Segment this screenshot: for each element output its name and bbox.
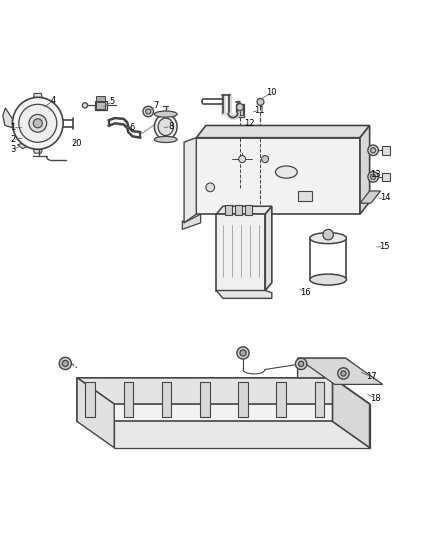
Ellipse shape [158, 118, 173, 135]
Polygon shape [18, 142, 28, 149]
Bar [238, 382, 248, 417]
Polygon shape [297, 358, 350, 378]
Text: 17: 17 [366, 372, 376, 381]
Bar [225, 205, 232, 215]
Polygon shape [360, 125, 370, 214]
Circle shape [237, 347, 249, 359]
Polygon shape [332, 378, 370, 448]
Text: 20: 20 [72, 139, 82, 148]
Text: 11: 11 [254, 106, 265, 115]
Polygon shape [77, 378, 370, 404]
Ellipse shape [154, 114, 177, 140]
Circle shape [368, 145, 378, 156]
Polygon shape [184, 138, 196, 223]
Circle shape [323, 229, 333, 240]
Circle shape [257, 99, 264, 106]
Polygon shape [3, 108, 12, 128]
Circle shape [206, 183, 215, 192]
Bar [96, 96, 105, 101]
Text: 5: 5 [110, 97, 115, 106]
Circle shape [298, 361, 304, 367]
Bar [314, 382, 324, 417]
Ellipse shape [29, 115, 47, 132]
Bar [298, 191, 312, 201]
Text: 3: 3 [10, 145, 16, 154]
Circle shape [82, 103, 88, 108]
Bar [235, 205, 242, 215]
Circle shape [33, 119, 42, 128]
Polygon shape [33, 149, 42, 153]
Circle shape [368, 172, 378, 182]
Text: 15: 15 [379, 243, 389, 252]
Polygon shape [297, 358, 383, 384]
Text: 16: 16 [300, 288, 311, 297]
Polygon shape [196, 125, 370, 138]
Text: 10: 10 [266, 88, 277, 97]
Polygon shape [33, 93, 42, 98]
Circle shape [146, 109, 151, 114]
Text: 8: 8 [168, 122, 173, 131]
Bar [200, 382, 210, 417]
Text: 2: 2 [11, 135, 15, 144]
Text: 18: 18 [370, 394, 381, 403]
Text: 7: 7 [153, 101, 159, 110]
Polygon shape [32, 105, 43, 115]
Text: 1: 1 [11, 123, 15, 132]
Polygon shape [216, 206, 272, 214]
Polygon shape [114, 404, 370, 448]
Circle shape [239, 156, 246, 163]
Circle shape [237, 103, 244, 111]
Circle shape [240, 350, 246, 356]
Polygon shape [216, 214, 265, 290]
Text: 6: 6 [129, 123, 134, 132]
Bar [236, 103, 244, 117]
Circle shape [295, 358, 307, 369]
Circle shape [371, 174, 376, 180]
Ellipse shape [154, 136, 177, 142]
Bar [237, 105, 243, 116]
Circle shape [261, 156, 268, 163]
Text: 13: 13 [370, 171, 381, 179]
Text: 12: 12 [244, 119, 255, 128]
Bar [382, 173, 390, 181]
Circle shape [371, 148, 376, 153]
Bar [124, 382, 133, 417]
Bar [276, 382, 286, 417]
Ellipse shape [154, 111, 177, 117]
Bar [162, 382, 171, 417]
Circle shape [59, 357, 71, 369]
Bar [95, 101, 107, 110]
Bar [382, 146, 390, 155]
Text: 14: 14 [380, 193, 390, 202]
Bar [96, 102, 106, 109]
Ellipse shape [276, 166, 297, 178]
Ellipse shape [19, 104, 57, 142]
Polygon shape [265, 206, 272, 290]
Polygon shape [216, 290, 272, 298]
Text: 4: 4 [50, 96, 56, 105]
Ellipse shape [310, 232, 346, 244]
Bar [85, 382, 95, 417]
Polygon shape [77, 378, 332, 422]
Polygon shape [32, 132, 43, 142]
Bar [245, 205, 252, 215]
Polygon shape [77, 378, 114, 448]
Circle shape [62, 360, 68, 367]
Circle shape [338, 368, 349, 379]
Polygon shape [196, 138, 360, 214]
Ellipse shape [310, 274, 346, 285]
Polygon shape [182, 214, 201, 229]
Ellipse shape [12, 98, 63, 149]
Polygon shape [360, 191, 381, 203]
Circle shape [341, 371, 346, 376]
Circle shape [143, 106, 153, 117]
